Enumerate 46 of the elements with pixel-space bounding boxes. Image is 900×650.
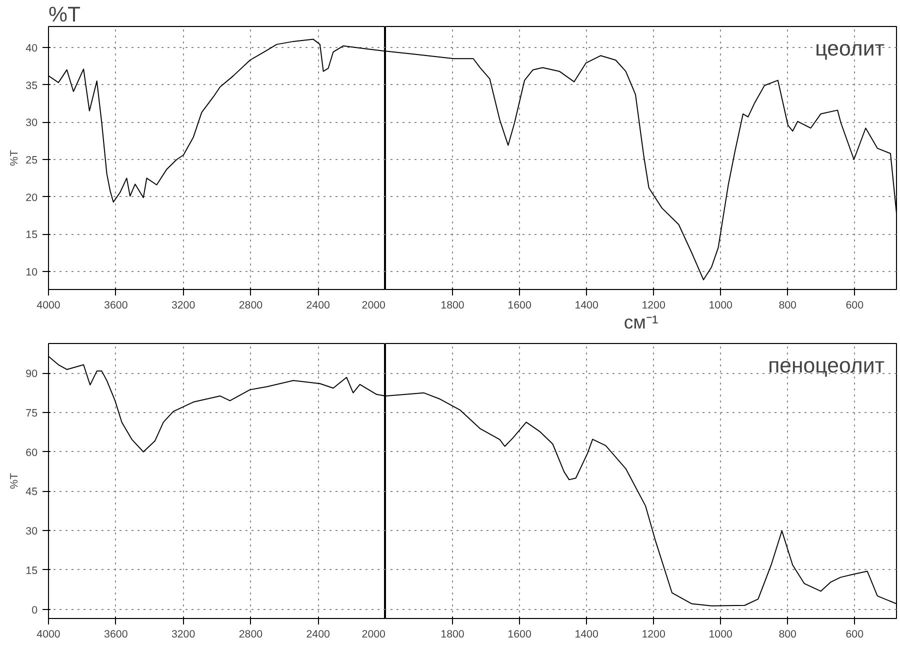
x-tick-label: 2000 bbox=[362, 300, 386, 312]
x-tick-label: 2400 bbox=[306, 628, 330, 640]
y-tick-label: 10 bbox=[26, 266, 38, 279]
x-tick-label: 800 bbox=[778, 628, 797, 640]
x-tick-label: 3200 bbox=[171, 628, 196, 640]
x-axis-title: см⁻¹ bbox=[624, 312, 658, 332]
y-axis-title: %T bbox=[8, 472, 21, 489]
y-tick-label: 25 bbox=[26, 154, 38, 166]
y-tick-label: 40 bbox=[26, 42, 38, 54]
x-tick-label: 2800 bbox=[238, 300, 263, 312]
y-tick-label: 35 bbox=[26, 80, 38, 92]
y-tick-label: 45 bbox=[26, 486, 38, 498]
y-tick-label: 15 bbox=[26, 564, 38, 577]
annotation: цеолит bbox=[815, 36, 885, 60]
x-tick-label: 3600 bbox=[104, 300, 128, 312]
x-tick-label: 3200 bbox=[171, 300, 196, 312]
y-tick-label: 60 bbox=[26, 446, 38, 459]
x-tick-label: 1800 bbox=[440, 628, 464, 640]
x-tick-label: 4000 bbox=[36, 628, 60, 640]
y-tick-label: 30 bbox=[26, 526, 38, 538]
x-tick-label: 3600 bbox=[104, 628, 128, 640]
x-tick-label: 1600 bbox=[508, 300, 532, 312]
x-tick-label: 4000 bbox=[36, 300, 60, 312]
x-tick-label: 600 bbox=[846, 628, 864, 640]
y-tick-label: 15 bbox=[26, 229, 38, 242]
y-tick-label: 90 bbox=[26, 368, 38, 380]
x-tick-label: 1000 bbox=[708, 300, 733, 312]
x-tick-label: 1800 bbox=[440, 300, 464, 312]
annotation: пеноцеолит bbox=[768, 354, 885, 378]
x-tick-label: 1600 bbox=[508, 628, 532, 640]
y-tick-label: 0 bbox=[32, 604, 38, 616]
x-tick-label: 1400 bbox=[574, 300, 598, 312]
y-tick-label: 75 bbox=[26, 408, 38, 420]
text: %T bbox=[48, 2, 80, 26]
x-tick-label: 800 bbox=[778, 300, 797, 312]
x-tick-label: 1000 bbox=[708, 628, 733, 640]
x-tick-label: 600 bbox=[846, 300, 864, 312]
x-tick-label: 2000 bbox=[362, 628, 386, 640]
x-tick-label: 1200 bbox=[642, 628, 666, 640]
y-axis-title: %T bbox=[8, 150, 21, 166]
y-tick-label: 20 bbox=[26, 192, 38, 204]
x-tick-label: 1400 bbox=[574, 628, 598, 640]
x-tick-label: 2400 bbox=[306, 300, 330, 312]
y-tick-label: 30 bbox=[26, 117, 38, 130]
x-tick-label: 1200 bbox=[642, 300, 666, 312]
x-tick-label: 2800 bbox=[238, 628, 263, 640]
